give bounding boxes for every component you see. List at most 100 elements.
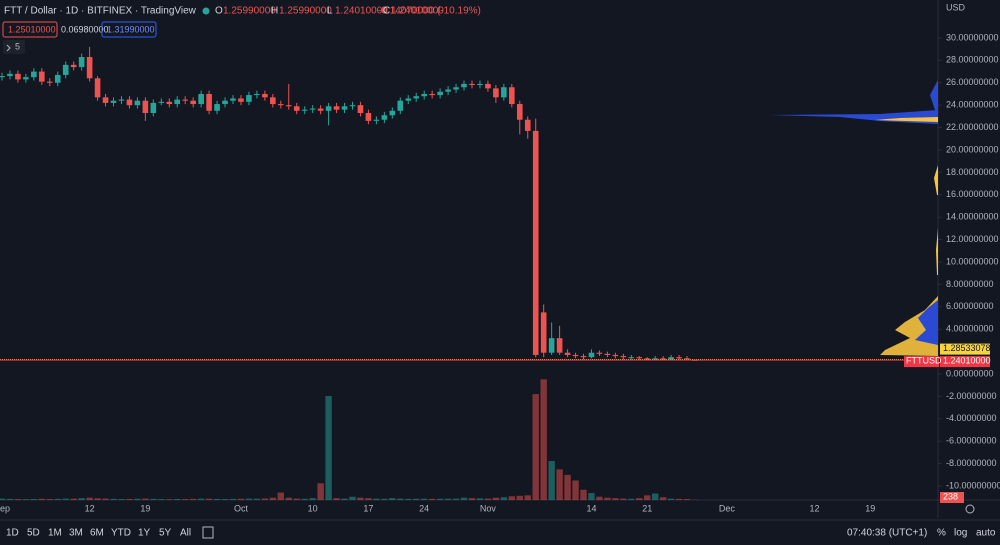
- range-button[interactable]: 6M: [90, 528, 104, 539]
- volume-bar: [428, 498, 436, 500]
- candle-body: [548, 338, 555, 353]
- ask: 1.31990000: [107, 24, 155, 34]
- volume-bar: [269, 497, 277, 500]
- currency[interactable]: USD: [946, 2, 966, 12]
- candle-body: [540, 312, 547, 353]
- candle-body: [596, 352, 603, 354]
- candle-body: [357, 105, 364, 114]
- y-tick-label: 6.00000000: [946, 301, 994, 311]
- range-button[interactable]: 1D: [6, 528, 19, 539]
- volume-bar: [413, 498, 420, 500]
- candle-body: [7, 73, 13, 77]
- volume-bar: [126, 498, 133, 500]
- settings-icon[interactable]: [965, 504, 975, 514]
- candle-body: [477, 83, 483, 86]
- volume-bar: [365, 498, 372, 500]
- range-button[interactable]: YTD: [111, 528, 131, 539]
- candle-body: [421, 93, 427, 97]
- candle-body: [222, 100, 228, 105]
- volume-bar: [532, 394, 539, 500]
- candle-body: [246, 95, 252, 102]
- chevron: [6, 44, 11, 52]
- x-tick-label: 17: [363, 503, 373, 513]
- percent-toggle[interactable]: %: [937, 528, 946, 539]
- candle-body: [166, 101, 173, 105]
- y-tick-label: 30.00000000: [946, 32, 999, 42]
- volume-bar: [134, 498, 141, 500]
- candle-body: [572, 354, 579, 357]
- x-tick-label: Oct: [234, 503, 249, 513]
- candle-body: [413, 96, 420, 99]
- volume-bar: [357, 497, 364, 500]
- volume-bar: [460, 497, 468, 500]
- candle-body: [102, 97, 109, 103]
- candle-body: [126, 99, 133, 106]
- candle-body: [158, 101, 165, 103]
- candle-body: [46, 81, 53, 83]
- range-button[interactable]: 1M: [48, 528, 62, 539]
- indicator-toggle[interactable]: [3, 40, 25, 54]
- candle-body: [230, 98, 236, 101]
- volume-bar: [596, 496, 603, 500]
- candle-body: [254, 93, 260, 96]
- candle-body: [317, 108, 324, 111]
- auto-toggle[interactable]: auto: [976, 528, 996, 539]
- volume-bar: [540, 379, 547, 500]
- volume-bar: [580, 489, 587, 500]
- log-toggle[interactable]: log: [954, 528, 967, 539]
- volume-bar: [253, 498, 261, 500]
- candle-body: [270, 97, 276, 105]
- ohlc-value: 1.25990000: [279, 6, 332, 17]
- volume-bar: [644, 495, 651, 500]
- volume-bar: [30, 498, 38, 500]
- volume-bar: [683, 499, 691, 500]
- candle-body: [142, 100, 149, 114]
- volume-bar: [142, 498, 149, 500]
- candle-body: [190, 100, 196, 105]
- y-tick-label: 24.00000000: [946, 100, 999, 110]
- volume-bar: [62, 498, 69, 500]
- y-tick-label: 4.00000000: [946, 324, 994, 334]
- candle-body: [668, 357, 674, 360]
- y-tick-label: 20.00000000: [946, 144, 999, 154]
- volume-bar: [468, 498, 476, 500]
- candle-body: [23, 77, 29, 80]
- price-tag: [940, 343, 990, 355]
- range-button[interactable]: 3M: [69, 528, 83, 539]
- date-range-icon[interactable]: [202, 526, 214, 539]
- candle-body: [556, 338, 563, 353]
- candle-body: [39, 71, 45, 82]
- candle-body: [485, 83, 491, 89]
- bid-box[interactable]: [2, 21, 58, 38]
- y-tick-label: -4.00000000: [946, 413, 997, 423]
- range-button[interactable]: 5Y: [159, 528, 172, 539]
- range-button[interactable]: All: [180, 528, 191, 539]
- price-tag-label: 1.28533078: [943, 343, 991, 353]
- range-button[interactable]: 5D: [27, 528, 40, 539]
- volume-bar: [86, 497, 93, 500]
- volume-bar: [333, 498, 340, 500]
- range-button[interactable]: 1Y: [138, 528, 151, 539]
- volume-bar: [166, 499, 173, 500]
- x-tick-label: 19: [865, 503, 875, 513]
- ohlc-value: 1.24010000: [391, 6, 444, 17]
- x-tick-label: Dec: [719, 503, 736, 513]
- volume-bar: [389, 498, 396, 500]
- candle-body: [325, 106, 332, 111]
- ask-box[interactable]: [101, 21, 157, 38]
- volume-bar: [572, 480, 579, 500]
- volume-bar: [293, 498, 300, 500]
- volume-bar: [500, 497, 508, 500]
- volume-bar: [0, 498, 6, 500]
- candle-body: [628, 357, 635, 359]
- volume-bar: [659, 497, 667, 500]
- volume-bar: [54, 498, 61, 500]
- volume-bar: [150, 498, 157, 500]
- candle-body: [94, 78, 101, 98]
- candle-body: [676, 357, 682, 359]
- candle-body: [277, 104, 284, 106]
- x-tick-label: 19: [140, 503, 150, 513]
- y-tick-label: 22.00000000: [946, 122, 999, 132]
- candle-body: [580, 356, 587, 358]
